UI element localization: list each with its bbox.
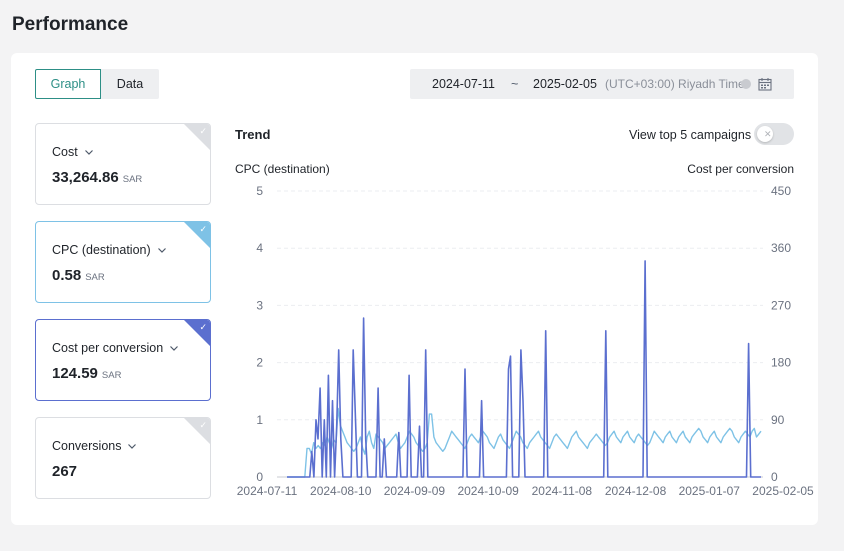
metric-card-cpc[interactable]: ✓ CPC (destination) 0.58 SAR	[35, 221, 211, 303]
y-axis-left-title: CPC (destination)	[235, 162, 330, 176]
series-line-cost-per-conversion	[287, 260, 761, 478]
y-left-tick: 0	[256, 470, 263, 484]
metric-value: 124.59	[52, 365, 98, 382]
performance-panel: Graph Data 2024-07-11 ~ 2025-02-05 (UTC+…	[11, 53, 818, 525]
y-left-tick: 2	[256, 356, 263, 370]
check-icon: ✓	[199, 126, 207, 136]
check-icon: ✓	[199, 224, 207, 234]
y-left-tick: 4	[256, 241, 263, 255]
metric-name: Cost	[52, 145, 78, 159]
metric-value: 0.58	[52, 267, 82, 284]
trend-chart: 0 0 1 90 2 180 3 270 4 360 5 450 2024-07-11 2024-08-1…	[237, 184, 814, 498]
x-tick: 2025-01-07	[679, 484, 741, 498]
y-right-tick: 450	[771, 184, 791, 198]
y-left-tick: 5	[256, 184, 263, 198]
close-icon: ✕	[764, 129, 772, 139]
view-toggle: Graph Data	[35, 69, 159, 99]
y-axis-right-title: Cost per conversion	[687, 162, 794, 176]
calendar-icon[interactable]	[758, 77, 772, 91]
metric-name: Cost per conversion	[52, 341, 164, 355]
y-right-tick: 360	[771, 241, 791, 255]
chevron-down-icon[interactable]	[84, 147, 94, 157]
timezone-info-icon[interactable]	[741, 79, 751, 89]
metric-value: 267	[52, 463, 78, 480]
y-right-tick: 0	[771, 470, 778, 484]
y-left-tick: 1	[256, 413, 263, 427]
x-tick: 2024-08-10	[310, 484, 372, 498]
top5-switch[interactable]: ✕	[754, 123, 794, 145]
graph-tab[interactable]: Graph	[35, 69, 101, 99]
metric-card-conversions[interactable]: ✓ Conversions 267	[35, 417, 211, 499]
metric-unit: SAR	[85, 272, 105, 283]
check-icon: ✓	[199, 420, 207, 430]
metric-card-cost[interactable]: ✓ Cost 33,264.86 SAR	[35, 123, 211, 205]
x-tick: 2024-07-11	[237, 484, 298, 498]
metric-value: 33,264.86	[52, 169, 119, 186]
x-tick: 2025-02-05	[752, 484, 814, 498]
metric-unit: SAR	[101, 370, 122, 381]
page-title: Performance	[12, 14, 129, 35]
x-tick: 2024-10-09	[457, 484, 519, 498]
x-tick: 2024-09-09	[384, 484, 446, 498]
metric-card-cost-per-conversion[interactable]: ✓ Cost per conversion 124.59 SAR	[35, 319, 211, 401]
y-left-tick: 3	[256, 298, 263, 312]
y-right-tick: 90	[771, 413, 785, 427]
y-right-tick: 270	[771, 298, 791, 312]
timezone-label: (UTC+03:00) Riyadh Time	[605, 77, 745, 91]
top5-label: View top 5 campaigns	[629, 128, 752, 142]
chevron-down-icon[interactable]	[169, 343, 179, 353]
date-start[interactable]: 2024-07-11	[432, 77, 496, 91]
chevron-down-icon[interactable]	[127, 441, 137, 451]
check-icon: ✓	[199, 322, 207, 332]
data-tab[interactable]: Data	[101, 69, 159, 99]
x-tick: 2024-12-08	[605, 484, 667, 498]
x-tick: 2024-11-08	[532, 484, 593, 498]
metric-name: CPC (destination)	[52, 243, 151, 257]
date-range-picker[interactable]: 2024-07-11 ~ 2025-02-05 (UTC+03:00) Riya…	[410, 69, 794, 99]
y-right-tick: 180	[771, 356, 791, 370]
metric-name: Conversions	[52, 439, 122, 453]
metric-unit: SAR	[122, 174, 143, 185]
chevron-down-icon[interactable]	[157, 245, 167, 255]
trend-title: Trend	[235, 127, 271, 142]
date-end[interactable]: 2025-02-05	[533, 77, 597, 91]
switch-knob: ✕	[757, 126, 773, 142]
date-separator: ~	[511, 77, 519, 91]
